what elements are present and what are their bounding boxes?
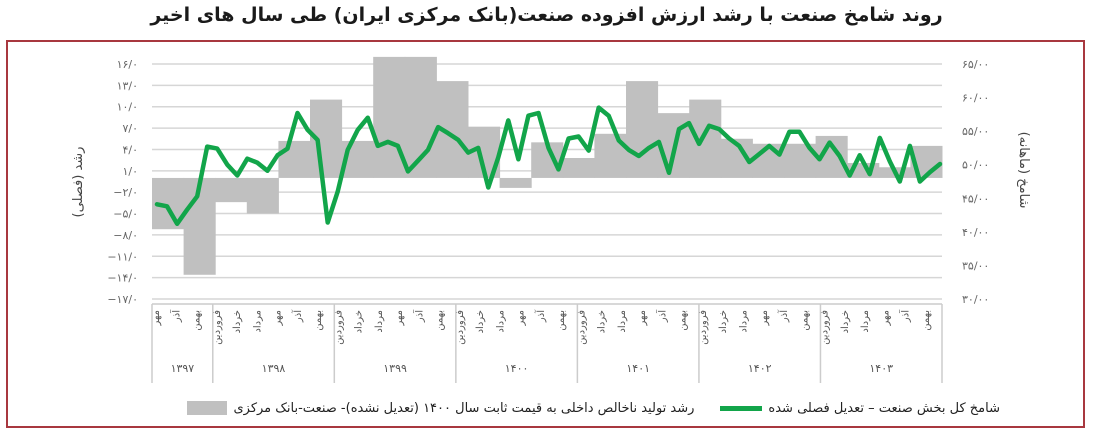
bar — [215, 177, 248, 203]
month-label: بهمن — [435, 310, 446, 331]
year-label: ۱۳۹۹ — [383, 362, 407, 375]
month-label: آذر — [899, 309, 912, 323]
right-tick-label: ۴۵/۰۰ — [962, 192, 989, 205]
right-axis-title: شامخ (ماهانه) — [1016, 132, 1031, 209]
year-label: ۱۴۰۰ — [505, 362, 529, 375]
left-tick-label: ۱۳/۰ — [117, 79, 138, 92]
right-tick-label: ۵۰/۰۰ — [962, 159, 989, 172]
month-label: مرداد — [374, 310, 385, 333]
chart-title: روند شامخ صنعت با رشد ارزش افزوده صنعت(ب… — [150, 4, 943, 26]
month-label: بهمن — [556, 310, 567, 331]
legend: شامخ کل بخش صنعت – تعدیل فصلی شده رشد تو… — [100, 396, 1000, 420]
bar — [373, 56, 406, 178]
month-label: خرداد — [597, 310, 608, 333]
month-label: آذر — [291, 309, 304, 323]
month-label: آذر — [656, 309, 669, 323]
left-tick-label: −۱۷/۰ — [107, 293, 138, 306]
month-label: فروردین — [333, 310, 344, 345]
month-label: مرداد — [739, 310, 750, 333]
month-label: بهمن — [192, 310, 203, 331]
month-label: خرداد — [840, 310, 851, 333]
legend-item-line: شامخ کل بخش صنعت – تعدیل فصلی شده — [720, 401, 1000, 416]
left-tick-label: −۱۱/۰ — [107, 250, 138, 263]
month-label: مهر — [880, 310, 891, 326]
legend-item-bar: رشد تولید ناخالص داخلی به قیمت ثابت سال … — [187, 401, 694, 416]
month-label: مرداد — [617, 310, 628, 333]
year-label: ۱۳۹۷ — [171, 362, 195, 375]
shamakh-line — [154, 105, 943, 227]
legend-line-swatch-icon — [720, 405, 763, 411]
bar — [278, 140, 311, 178]
left-tick-label: ۱/۰ — [122, 165, 138, 178]
month-label: مهر — [516, 310, 527, 326]
month-label: خرداد — [718, 310, 729, 333]
month-label: آذر — [169, 309, 182, 323]
month-label: بهمن — [799, 310, 810, 331]
month-label: آذر — [412, 309, 425, 323]
year-label: ۱۴۰۳ — [869, 362, 893, 375]
month-label: خرداد — [354, 310, 365, 333]
year-label: ۱۴۰۲ — [748, 362, 772, 375]
left-tick-label: −۱۴/۰ — [107, 272, 138, 285]
month-label: مهر — [273, 310, 284, 326]
month-label: مهر — [151, 310, 162, 326]
month-label: فروردین — [820, 310, 831, 345]
month-label: خرداد — [232, 310, 243, 333]
month-label: فروردین — [698, 310, 709, 345]
right-tick-label: ۴۰/۰۰ — [962, 226, 989, 239]
month-label: فروردین — [576, 310, 587, 345]
month-label: مرداد — [252, 310, 263, 333]
left-tick-label: −۸/۰ — [113, 229, 138, 242]
year-label: ۱۴۰۱ — [626, 362, 650, 375]
year-label: ۱۳۹۸ — [262, 362, 286, 375]
month-label: خرداد — [475, 310, 486, 333]
bar — [689, 99, 722, 178]
bar — [562, 158, 595, 178]
left-tick-label: ۱۶/۰ — [117, 58, 138, 71]
bar — [626, 81, 659, 178]
chart-frame — [6, 40, 1085, 428]
left-axis-title: رشد (فصلی) — [71, 147, 86, 218]
month-label: فروردین — [455, 310, 466, 345]
month-label: بهمن — [921, 310, 932, 331]
left-tick-label: ۴/۰ — [122, 143, 138, 156]
month-label: بهمن — [313, 310, 324, 331]
left-tick-label: ۷/۰ — [122, 122, 138, 135]
month-label: مرداد — [495, 310, 506, 333]
bar — [499, 177, 532, 188]
month-label: مرداد — [860, 310, 871, 333]
month-label: آذر — [777, 309, 790, 323]
right-tick-label: ۶۰/۰۰ — [962, 92, 989, 105]
right-tick-label: ۳۰/۰۰ — [962, 293, 989, 306]
legend-line-label: شامخ کل بخش صنعت – تعدیل فصلی شده — [768, 400, 1000, 416]
bar — [246, 177, 279, 214]
legend-bar-swatch-icon — [187, 401, 228, 415]
left-tick-label: −۲/۰ — [113, 186, 138, 199]
month-label: فروردین — [212, 310, 223, 345]
legend-bar-label: رشد تولید ناخالص داخلی به قیمت ثابت سال … — [233, 400, 695, 416]
month-label: مهر — [394, 310, 405, 326]
month-label: مهر — [759, 310, 770, 326]
left-tick-label: −۵/۰ — [113, 208, 138, 221]
month-label: بهمن — [678, 310, 689, 331]
month-label: مهر — [637, 310, 648, 326]
right-tick-label: ۳۵/۰۰ — [962, 259, 989, 272]
month-label: آذر — [534, 309, 547, 323]
left-tick-label: ۱۰/۰ — [117, 101, 138, 114]
right-tick-label: ۶۵/۰۰ — [962, 58, 989, 71]
right-tick-label: ۵۵/۰۰ — [962, 125, 989, 138]
